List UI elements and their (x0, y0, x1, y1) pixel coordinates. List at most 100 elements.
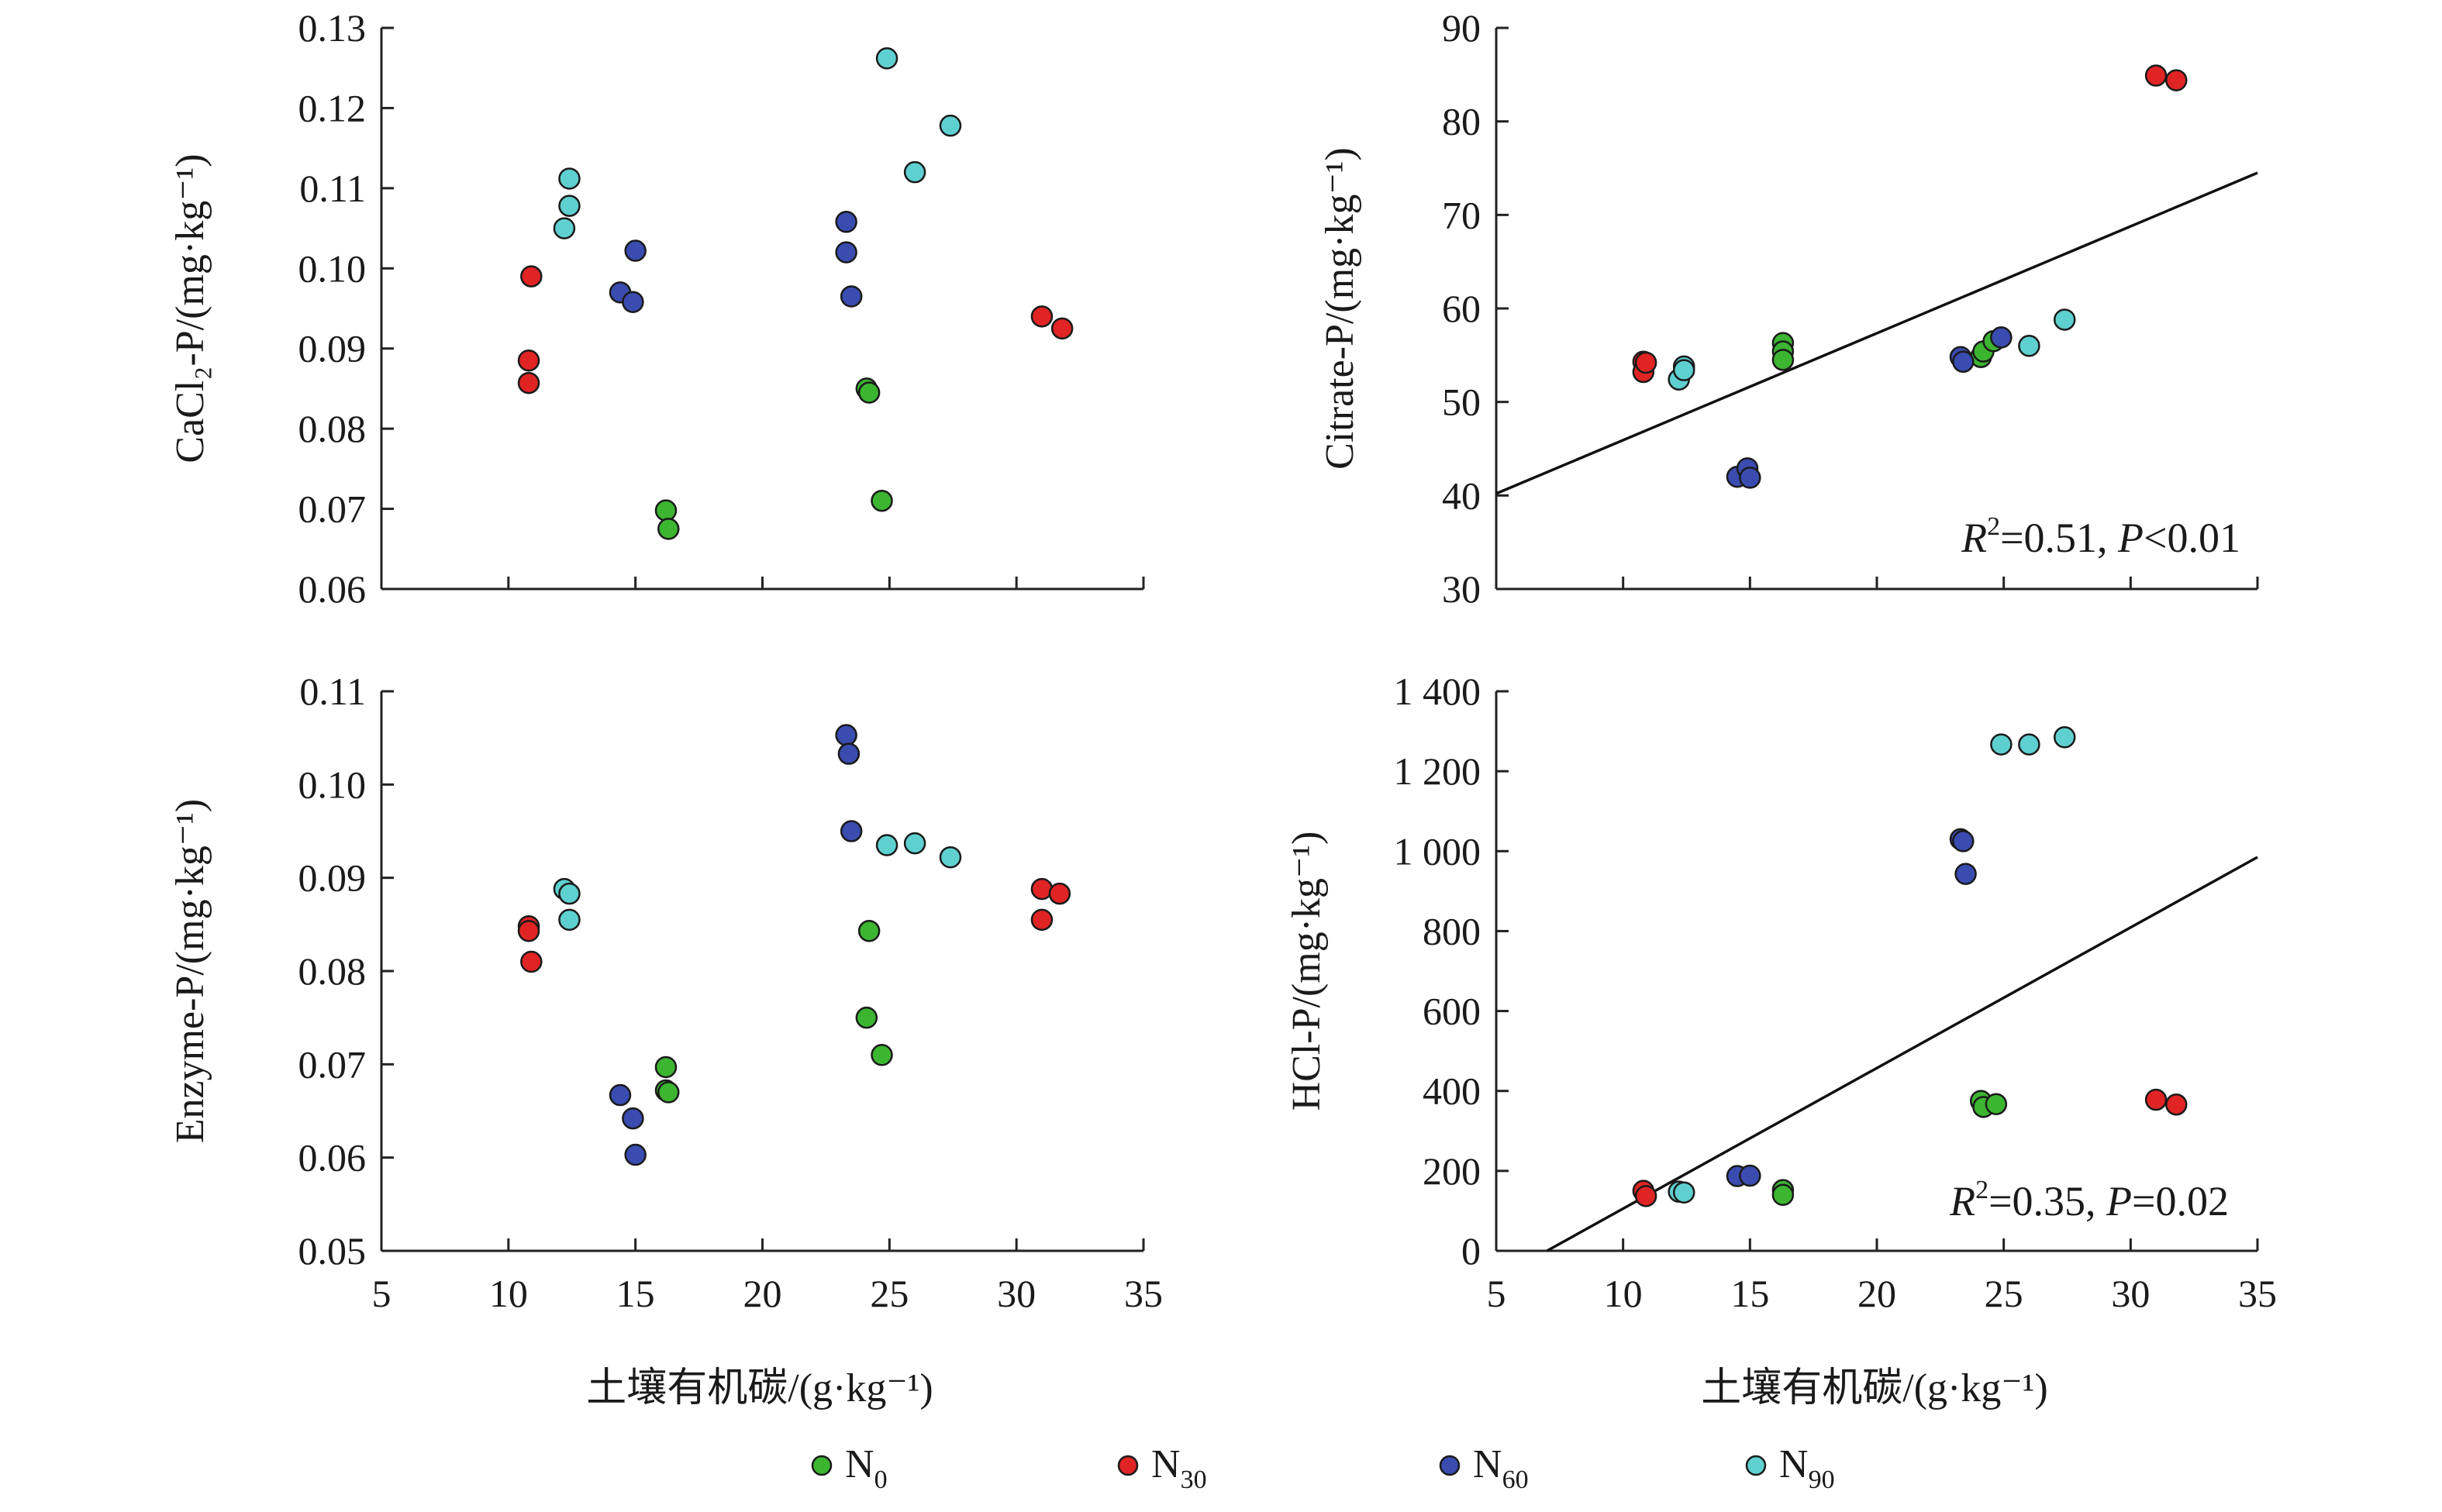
data-point (1771, 349, 1795, 371)
legend-item-N60: N60 (1439, 1442, 1529, 1494)
y-tick-label: 0 (1461, 1229, 1481, 1273)
x-tick-label: 15 (1730, 1272, 1769, 1315)
legend: N0 N30 N60 N90 (811, 1442, 1835, 1494)
regression-stat: R2=0.35, P=0.02 (1949, 1176, 2229, 1224)
y-tick-label: 200 (1423, 1149, 1481, 1193)
data-point (835, 241, 857, 263)
data-point (939, 114, 962, 137)
x-tick-label: 10 (489, 1272, 528, 1315)
data-point (2144, 64, 2168, 87)
data-point (517, 920, 540, 942)
legend-label: N30 (1151, 1442, 1207, 1494)
data-point (624, 1143, 647, 1166)
series-N60 (609, 724, 863, 1166)
series-N30 (1632, 1088, 2188, 1207)
x-tick-label: 35 (1124, 1272, 1163, 1315)
data-point (654, 1056, 678, 1079)
x-tick-label: 15 (616, 1272, 655, 1315)
data-point (1952, 350, 1975, 374)
data-point (2053, 308, 2076, 331)
data-point (517, 349, 540, 372)
panel-cacl2: 0.06 0.07 0.08 0.09 0.10 0.11 0.12 0.13 CaCl₂-P/… (168, 6, 1145, 611)
data-point (835, 211, 857, 233)
series-N60 (1726, 828, 1977, 1187)
series-N30 (517, 877, 1071, 973)
legend-marker (1117, 1455, 1139, 1476)
y-axis-title: HCl-P/(mg·kg⁻¹) (1285, 832, 1329, 1111)
legend-label: N60 (1473, 1442, 1529, 1494)
y-tick-label: 0.12 (298, 86, 367, 129)
y-tick-label: 50 (1442, 381, 1481, 424)
data-point (520, 265, 543, 288)
y-tick-label: 0.08 (298, 949, 367, 993)
y-tick-label: 70 (1442, 193, 1481, 236)
data-point (857, 920, 881, 942)
data-point (624, 239, 647, 262)
y-tick-label: 0.11 (299, 670, 366, 713)
y-tick-label: 0.10 (298, 763, 367, 806)
data-point (1050, 317, 1074, 340)
data-point (622, 291, 644, 313)
x-tick-label: 25 (1985, 1272, 2023, 1315)
data-point (553, 217, 576, 239)
chart-panels: 0.06 0.07 0.08 0.09 0.10 0.11 0.12 0.13 CaCl₂-P/… (168, 6, 2277, 1315)
data-point (1634, 1185, 1657, 1207)
y-tick-label: 800 (1423, 909, 1481, 952)
data-point (609, 1083, 632, 1107)
data-point (2018, 335, 2040, 357)
series-N30 (517, 265, 1074, 394)
data-point (1990, 733, 2013, 756)
series-N60 (1726, 326, 2013, 489)
data-point (875, 47, 899, 70)
legend-marker (1439, 1455, 1461, 1476)
data-point (1990, 326, 2013, 349)
data-point (1952, 830, 1975, 852)
series-N30 (1632, 64, 2188, 384)
data-point (857, 381, 881, 404)
data-point (1771, 1183, 1795, 1207)
data-point (871, 1044, 893, 1066)
legend-label: N90 (1779, 1442, 1835, 1494)
data-point (903, 160, 926, 184)
y-tick-label: 0.07 (298, 1042, 367, 1086)
series-N0 (654, 920, 893, 1104)
y-tick-label: 1 400 (1394, 670, 1481, 713)
y-tick-label: 30 (1442, 567, 1481, 611)
series-N0 (654, 377, 893, 540)
data-point (837, 742, 861, 765)
data-point (903, 832, 926, 855)
data-point (2018, 733, 2040, 756)
x-tick-label: 20 (743, 1272, 782, 1315)
regression-line (1546, 856, 2258, 1252)
y-tick-label: 90 (1442, 6, 1481, 50)
legend-marker (811, 1455, 833, 1476)
data-point (1030, 305, 1054, 328)
legend-item-N0: N0 (811, 1442, 888, 1494)
y-tick-label: 400 (1423, 1069, 1481, 1113)
x-tick-label: 10 (1604, 1272, 1643, 1315)
y-tick-label: 0.06 (298, 1136, 367, 1180)
y-tick-label: 600 (1423, 990, 1481, 1033)
y-tick-label: 60 (1442, 287, 1481, 330)
series-N90 (1668, 726, 2076, 1204)
data-point (939, 846, 962, 869)
y-tick-label: 0.08 (298, 407, 367, 450)
y-tick-label: 0.09 (298, 327, 367, 370)
data-point (1634, 351, 1657, 374)
y-tick-label: 0.10 (298, 246, 367, 290)
data-point (657, 1081, 680, 1104)
y-tick-label: 80 (1442, 100, 1481, 143)
data-point (558, 908, 581, 932)
data-point (1030, 908, 1054, 932)
shared-x-axis-labels: 土壤有机碳/(g·kg⁻¹) 土壤有机碳/(g·kg⁻¹) (586, 1366, 2047, 1410)
y-tick-label: 0.13 (298, 6, 367, 50)
data-point (654, 499, 678, 522)
data-point (517, 371, 540, 394)
data-point (1672, 359, 1695, 381)
x-tick-label: 5 (1487, 1272, 1506, 1315)
data-point (1672, 1181, 1695, 1204)
y-axis-title: Citrate-P/(mg·kg⁻¹) (1318, 147, 1362, 470)
panel-hcl: 0 200 400 600 800 1 000 1 200 1 400 5 10 15 20 25 30 3… (1285, 670, 2277, 1315)
data-point (558, 195, 581, 217)
